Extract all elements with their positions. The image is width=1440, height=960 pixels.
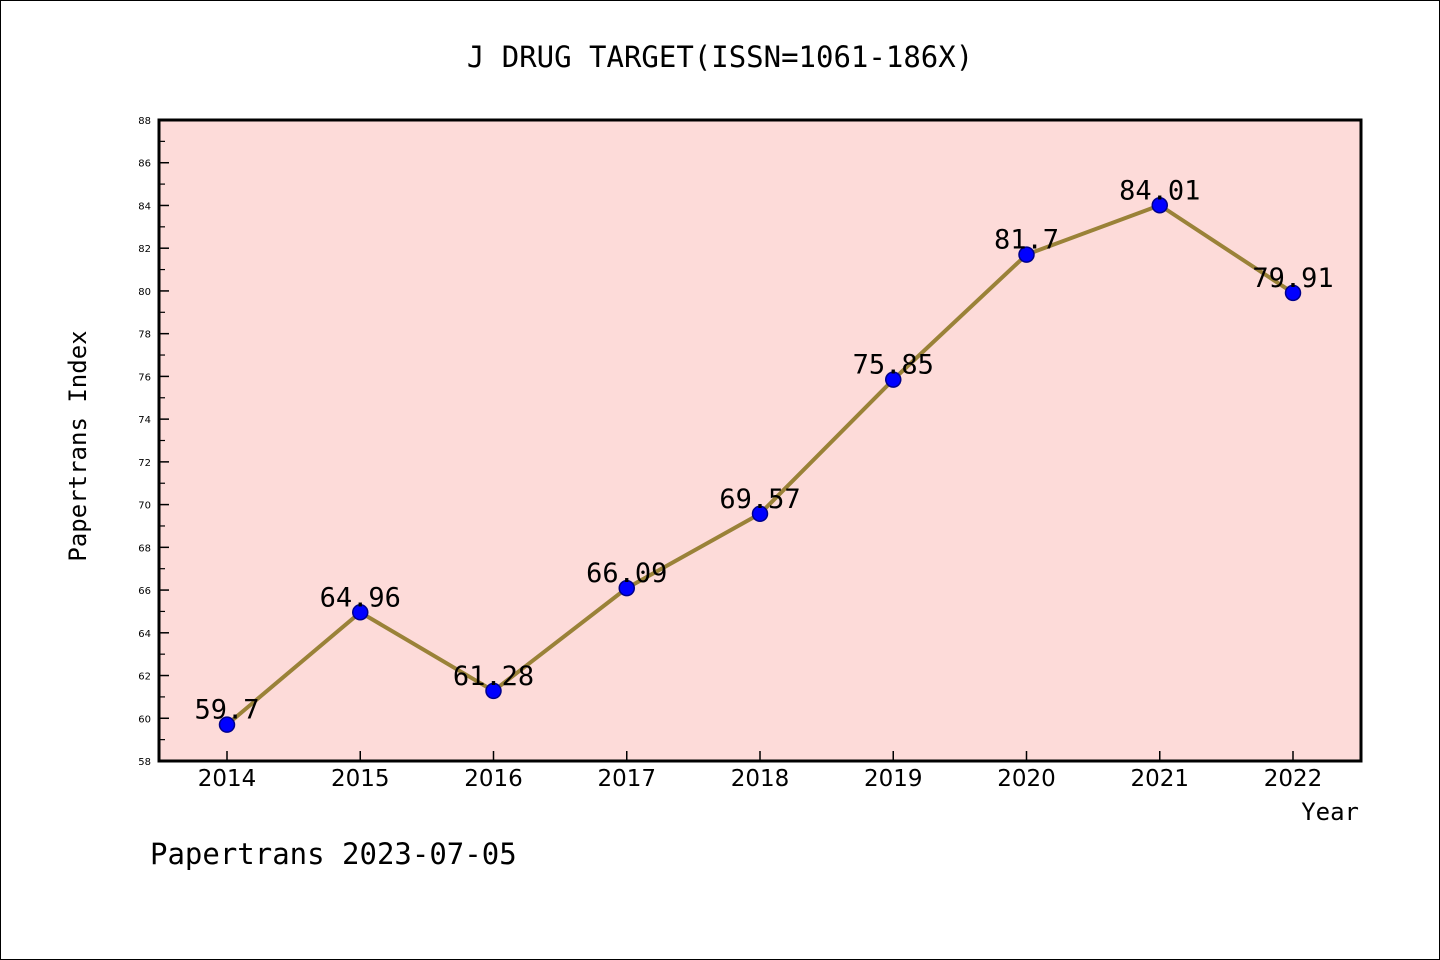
x-tick-label: 2022 bbox=[1264, 766, 1323, 792]
y-tick-label: 84 bbox=[138, 201, 151, 212]
y-tick-label: 60 bbox=[138, 714, 151, 725]
footer-stamp: Papertrans 2023-07-05 bbox=[150, 837, 517, 871]
data-point bbox=[1284, 284, 1302, 302]
data-label: 66.09 bbox=[586, 558, 667, 589]
data-label: 84.01 bbox=[1119, 175, 1200, 206]
y-tick-label: 76 bbox=[138, 372, 151, 383]
y-axis: 58 60 62 64 66 68 70 72 74 76 78 80 82 84 86 88 bbox=[138, 116, 169, 768]
x-tick-label: 2018 bbox=[731, 766, 790, 792]
x-tick-label: 2019 bbox=[864, 766, 923, 792]
data-point bbox=[352, 604, 369, 621]
data-labels: 59.7 64.96 61.28 66.09 69.57 75.85 81.7 84.01 79… bbox=[194, 175, 1333, 725]
y-tick-label: 66 bbox=[138, 586, 151, 597]
data-label: 59.7 bbox=[194, 695, 259, 726]
y-tick-label: 86 bbox=[138, 159, 151, 170]
plot-area bbox=[157, 118, 1363, 763]
data-label: 69.57 bbox=[719, 484, 800, 515]
y-tick-label: 62 bbox=[138, 672, 151, 683]
y-tick-label: 88 bbox=[138, 116, 151, 127]
y-tick-label: 64 bbox=[138, 629, 151, 640]
series-markers bbox=[218, 197, 1302, 733]
y-tick-label: 80 bbox=[138, 287, 151, 298]
data-point bbox=[218, 716, 236, 733]
y-tick-label: 74 bbox=[138, 415, 151, 426]
chart-title: J DRUG TARGET(ISSN=1061-186X) bbox=[467, 40, 973, 74]
data-point bbox=[1018, 246, 1035, 263]
x-tick-label: 2015 bbox=[331, 766, 390, 792]
x-tick-label: 2020 bbox=[997, 766, 1056, 792]
data-point bbox=[485, 682, 502, 700]
y-tick-label: 68 bbox=[138, 543, 151, 554]
y-tick-label: 70 bbox=[138, 501, 151, 512]
x-tick-label: 2021 bbox=[1130, 766, 1189, 792]
data-label: 79.91 bbox=[1252, 263, 1333, 294]
x-axis-label: Year bbox=[1301, 798, 1359, 826]
data-label: 61.28 bbox=[453, 661, 534, 692]
data-point bbox=[885, 371, 902, 388]
x-tick-label: 2016 bbox=[464, 766, 523, 792]
x-axis: 2014 2015 2016 2017 2018 2019 2020 2021 2022 bbox=[198, 751, 1323, 792]
x-tick-label: 2017 bbox=[597, 766, 656, 792]
y-tick-label: 82 bbox=[138, 244, 151, 255]
x-tick-label: 2014 bbox=[198, 766, 257, 792]
y-tick-label: 72 bbox=[138, 458, 151, 469]
data-point bbox=[1151, 197, 1168, 214]
data-label: 64.96 bbox=[320, 582, 401, 613]
y-tick-label: 78 bbox=[138, 330, 151, 341]
data-point bbox=[751, 505, 769, 523]
data-point bbox=[618, 579, 635, 597]
data-label: 81.7 bbox=[994, 225, 1059, 256]
data-label: 75.85 bbox=[853, 350, 934, 381]
y-axis-label: Papertrans Index bbox=[64, 330, 92, 561]
y-tick-label: 58 bbox=[138, 757, 151, 768]
